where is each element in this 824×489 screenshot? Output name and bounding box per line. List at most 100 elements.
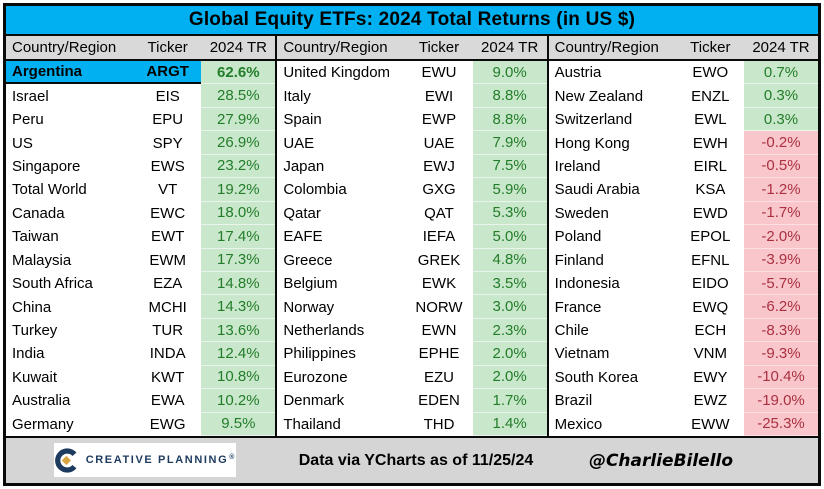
table-row: Brazil EWZ -19.0%: [549, 389, 818, 413]
country-cell: Switzerland: [554, 111, 633, 129]
column-header-country: Country/Region: [283, 39, 388, 56]
return-cell: 13.6%: [201, 318, 276, 343]
country-cell: Indonesia: [554, 275, 620, 293]
return-cell: -3.9%: [743, 248, 818, 272]
country-cell: China: [12, 298, 52, 316]
ticker-cell: EIDO: [691, 275, 729, 293]
return-cell: 5.0%: [472, 225, 547, 249]
ticker-cell: EWJ: [423, 157, 455, 175]
table-row: Saudi Arabia KSA -1.2%: [549, 178, 818, 202]
ticker-cell: EWQ: [692, 298, 729, 316]
table-row: Philippines EPHE 2.0%: [277, 342, 547, 366]
column-header-country: Country/Region: [12, 39, 117, 56]
ticker-cell: EWA: [150, 392, 185, 410]
country-cell: South Korea: [554, 368, 639, 386]
table-row: Norway NORW 3.0%: [277, 295, 547, 319]
return-cell: 2.3%: [472, 318, 547, 343]
country-cell: Poland: [554, 228, 602, 246]
return-cell: 12.4%: [201, 342, 276, 366]
return-cell: 17.4%: [201, 225, 276, 249]
country-cell: Italy: [283, 87, 311, 105]
return-cell: 3.5%: [472, 271, 547, 296]
table-column-group-3: Austria EWO 0.7% New Zealand ENZL 0.3% Switzer…: [549, 61, 818, 436]
country-cell: Peru: [12, 111, 44, 129]
return-cell: -9.3%: [743, 342, 818, 366]
return-cell: 1.4%: [472, 412, 547, 436]
table-row: UAE UAE 7.9%: [277, 131, 547, 155]
ticker-cell: EWY: [693, 368, 728, 386]
table-column-group-1: Argentina ARGT 62.6% Israel EIS 28.5% Peru EPU 2…: [6, 61, 278, 436]
return-cell: 19.2%: [201, 178, 276, 202]
table-row: Thailand THD 1.4%: [277, 412, 547, 436]
ticker-cell: EWW: [691, 415, 730, 433]
return-cell: -6.2%: [743, 295, 818, 319]
ticker-cell: TUR: [152, 322, 184, 340]
table-row: Mexico EWW -25.3%: [549, 412, 818, 436]
ticker-cell: EWM: [149, 251, 186, 269]
registered-mark: ®: [229, 454, 236, 461]
return-cell: 0.7%: [743, 61, 818, 85]
table-row: South Korea EWY -10.4%: [549, 365, 818, 390]
ticker-cell: EZU: [423, 368, 454, 386]
country-cell: Vietnam: [554, 345, 610, 363]
table-row: Chile ECH -8.3%: [549, 318, 818, 343]
return-cell: 2.0%: [472, 365, 547, 390]
return-cell: -10.4%: [743, 365, 818, 390]
country-cell: Norway: [283, 298, 335, 316]
return-cell: 8.8%: [472, 84, 547, 108]
ticker-cell: EWU: [421, 64, 457, 82]
table-row: Israel EIS 28.5%: [6, 84, 276, 108]
country-cell: Singapore: [12, 157, 81, 175]
return-cell: 23.2%: [201, 154, 276, 179]
ticker-cell: EWL: [694, 111, 727, 129]
table-row: Taiwan EWT 17.4%: [6, 225, 276, 249]
column-header-return: 2024 TR: [752, 39, 810, 56]
table-row: Indonesia EIDO -5.7%: [549, 271, 818, 296]
country-cell: Malaysia: [12, 251, 72, 269]
ticker-cell: IEFA: [422, 228, 456, 246]
table-row: United Kingdom EWU 9.0%: [277, 61, 547, 85]
return-cell: 14.8%: [201, 271, 276, 296]
country-cell: Brazil: [554, 392, 593, 410]
table-row: US SPY 26.9%: [6, 131, 276, 155]
table-row: Peru EPU 27.9%: [6, 107, 276, 132]
data-source-note: Data via YCharts as of 11/25/24: [298, 451, 534, 469]
ticker-cell: MCHI: [148, 298, 187, 316]
return-cell: 7.5%: [472, 154, 547, 179]
return-cell: 1.7%: [472, 389, 547, 413]
return-cell: 9.0%: [472, 61, 547, 85]
country-cell: EAFE: [283, 228, 323, 246]
table-row: Vietnam VNM -9.3%: [549, 342, 818, 366]
ticker-cell: EWH: [692, 134, 728, 152]
footer: CREATIVE PLANNING® Data via YCharts as o…: [6, 436, 818, 483]
return-cell: -5.7%: [743, 271, 818, 296]
country-cell: Ireland: [554, 157, 601, 175]
ticker-cell: EWO: [692, 64, 729, 82]
return-cell: 14.3%: [201, 295, 276, 319]
return-cell: -0.5%: [743, 154, 818, 179]
column-header-ticker: Ticker: [418, 39, 460, 56]
table-row: Germany EWG 9.5%: [6, 412, 276, 436]
table-body: Argentina ARGT 62.6% Israel EIS 28.5% Peru EPU 2…: [6, 61, 818, 436]
ticker-cell: EZA: [153, 275, 183, 293]
column-header-return: 2024 TR: [209, 39, 267, 56]
table-row: Qatar QAT 5.3%: [277, 201, 547, 226]
ticker-cell: EWS: [150, 157, 185, 175]
return-cell: 9.5%: [201, 412, 276, 436]
ticker-cell: ENZL: [691, 87, 730, 105]
table-row: EAFE IEFA 5.0%: [277, 225, 547, 249]
return-cell: -1.7%: [743, 201, 818, 226]
ticker-cell: EWT: [151, 228, 185, 246]
author-handle: @CharlieBilello: [588, 450, 734, 471]
country-cell: Argentina: [6, 61, 134, 85]
table-row: Italy EWI 8.8%: [277, 84, 547, 108]
return-cell: 26.9%: [201, 131, 276, 155]
table-row: Greece GREK 4.8%: [277, 248, 547, 272]
country-cell: Denmark: [283, 392, 345, 410]
country-cell: Spain: [283, 111, 322, 129]
ticker-cell: INDA: [149, 345, 186, 363]
country-cell: France: [554, 298, 602, 316]
country-cell: Colombia: [283, 181, 347, 199]
country-cell: Turkey: [12, 322, 58, 340]
country-cell: Finland: [554, 251, 604, 269]
